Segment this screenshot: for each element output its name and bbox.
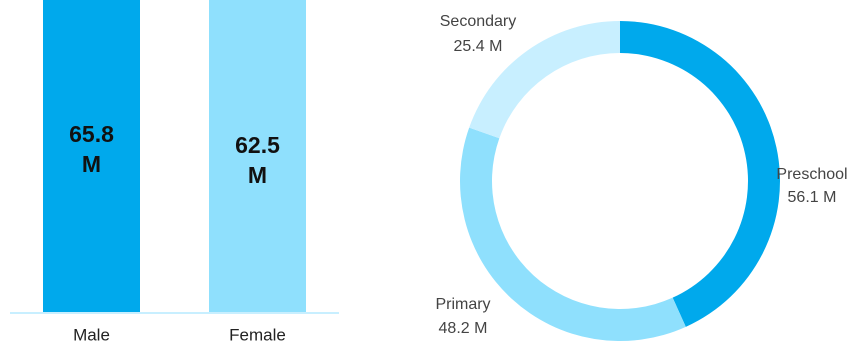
slice-value-label-primary: 48.2 M (439, 320, 488, 337)
slice-name-label-primary: Primary (435, 296, 490, 313)
donut-slice-primary (460, 127, 686, 341)
bar-value-label-female-1: 62.5 (235, 132, 280, 158)
donut-slice-secondary (469, 21, 620, 139)
bar-value-label-male-2: M (82, 151, 101, 177)
bar-value-label-female-2: M (248, 162, 267, 188)
bar-value-label-male-1: 65.8 (69, 121, 114, 147)
level-donut-chart: Preschool 56.1 M Primary 48.2 M Secondary 25.… (435, 13, 848, 341)
slice-value-label-secondary: 25.4 M (454, 38, 503, 55)
category-label-female: Female (229, 325, 286, 344)
slice-name-label-secondary: Secondary (440, 13, 517, 30)
slice-name-label-preschool: Preschool (776, 166, 847, 183)
category-label-male: Male (73, 325, 110, 344)
gender-bar-chart: 65.8 M Male 62.5 M Female (10, 0, 339, 344)
donut-slice-preschool (620, 21, 780, 327)
bar-male (43, 0, 140, 313)
bar-female (209, 0, 306, 312)
slice-value-label-preschool: 56.1 M (788, 189, 837, 206)
